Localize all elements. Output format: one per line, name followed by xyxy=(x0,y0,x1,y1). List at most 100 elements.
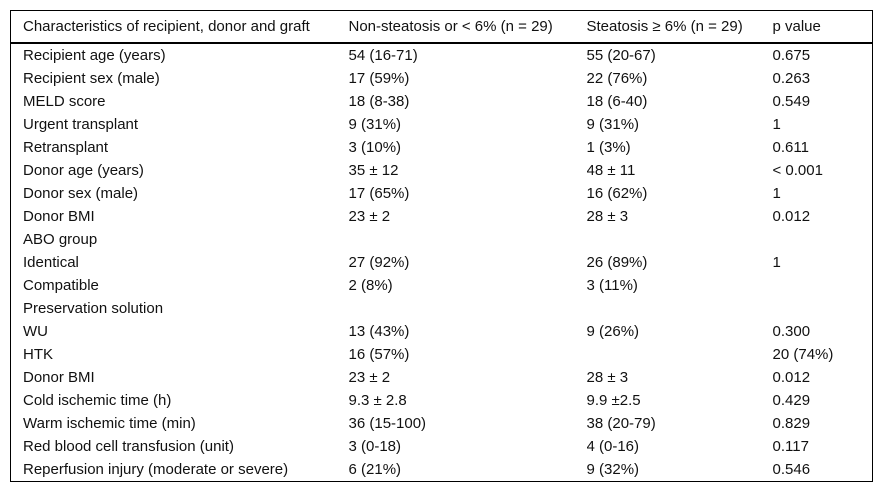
table-body: Recipient age (years) 54 (16-71) 55 (20-67… xyxy=(11,43,873,482)
cell-p-value: 0.829 xyxy=(772,415,811,432)
cell-characteristic: Identical xyxy=(23,254,79,271)
cell-steatosis xyxy=(587,297,773,320)
cell-non-steatosis: 6 (21%) xyxy=(348,461,402,478)
cell-non-steatosis: 35 ± 12 xyxy=(348,162,399,179)
cell-p-value: 1 xyxy=(772,185,781,202)
table-row: Donor BMI 23 ± 2 28 ± 3 0.012 xyxy=(11,366,873,389)
cell-p-value: 0.546 xyxy=(772,461,811,478)
cell-non-steatosis: 36 (15-100) xyxy=(348,415,427,432)
cell-steatosis: 9.9 ±2.5 xyxy=(586,392,641,409)
cell-characteristic: Donor sex (male) xyxy=(23,185,139,202)
cell-characteristic: Urgent transplant xyxy=(23,116,139,133)
cell-non-steatosis: 27 (92%) xyxy=(348,254,410,271)
header-non-steatosis-group: Non-steatosis or < 6% (n = 29) xyxy=(348,10,587,44)
study-characteristics-table: Characteristics of recipient, donor and … xyxy=(10,10,873,482)
cell-non-steatosis: 17 (59%) xyxy=(348,70,410,87)
cell-characteristic: Recipient sex (male) xyxy=(23,70,160,87)
cell-steatosis xyxy=(587,228,773,251)
cell-non-steatosis: 17 (65%) xyxy=(348,185,410,202)
table-row: Urgent transplant 9 (31%) 9 (31%) 1 xyxy=(11,113,873,136)
cell-characteristic: MELD score xyxy=(23,93,106,110)
cell-characteristic: Red blood cell transfusion (unit) xyxy=(23,438,234,455)
header-p-value: p value xyxy=(772,10,873,44)
cell-non-steatosis: 9 (31%) xyxy=(348,116,402,133)
cell-steatosis: 38 (20-79) xyxy=(586,415,656,432)
cell-characteristic: Donor age (years) xyxy=(23,162,144,179)
cell-characteristic: HTK xyxy=(23,346,53,363)
cell-non-steatosis: 54 (16-71) xyxy=(348,47,418,64)
cell-characteristic: Warm ischemic time (min) xyxy=(23,415,196,432)
table-row: Preservation solution xyxy=(11,297,873,320)
cell-p-value: 20 (74%) xyxy=(772,346,834,363)
table-row: Donor age (years) 35 ± 12 48 ± 11 < 0.001 xyxy=(11,159,873,182)
table-row: Warm ischemic time (min) 36 (15-100) 38 (2… xyxy=(11,412,873,435)
cell-non-steatosis: 3 (0-18) xyxy=(348,438,402,455)
header-characteristics: Characteristics of recipient, donor and … xyxy=(10,10,349,44)
table-row: Compatible 2 (8%) 3 (11%) xyxy=(11,274,873,297)
cell-non-steatosis: 18 (8-38) xyxy=(348,93,410,110)
cell-steatosis: 18 (6-40) xyxy=(586,93,648,110)
cell-non-steatosis xyxy=(349,297,587,320)
cell-p-value xyxy=(773,228,873,251)
table-row: Reperfusion injury (moderate or severe) 6… xyxy=(11,458,873,482)
table-row: Identical 27 (92%) 26 (89%) 1 xyxy=(11,251,873,274)
cell-p-value: 0.012 xyxy=(772,369,811,386)
cell-characteristic: Recipient age (years) xyxy=(23,47,166,64)
cell-steatosis xyxy=(587,343,773,366)
cell-steatosis: 9 (26%) xyxy=(586,323,640,340)
cell-characteristic: Retransplant xyxy=(23,139,109,156)
cell-steatosis: 55 (20-67) xyxy=(586,47,656,64)
table-row: Recipient sex (male) 17 (59%) 22 (76%) 0.26… xyxy=(11,67,873,90)
cell-steatosis: 3 (11%) xyxy=(586,277,638,294)
table-row: ABO group xyxy=(11,228,873,251)
cell-steatosis: 16 (62%) xyxy=(586,185,648,202)
cell-steatosis: 4 (0-16) xyxy=(586,438,640,455)
cell-non-steatosis: 9.3 ± 2.8 xyxy=(348,392,407,409)
cell-p-value: 0.117 xyxy=(772,438,809,455)
cell-non-steatosis xyxy=(349,228,587,251)
cell-characteristic: Preservation solution xyxy=(23,300,164,317)
table-row: Donor sex (male) 17 (65%) 16 (62%) 1 xyxy=(11,182,873,205)
cell-p-value: 0.549 xyxy=(772,93,811,110)
cell-p-value xyxy=(773,274,873,297)
table-row: Donor BMI 23 ± 2 28 ± 3 0.012 xyxy=(11,205,873,228)
cell-characteristic: Reperfusion injury (moderate or severe) xyxy=(23,461,289,478)
cell-steatosis: 26 (89%) xyxy=(586,254,648,271)
cell-p-value: 0.263 xyxy=(772,70,811,87)
cell-non-steatosis: 13 (43%) xyxy=(348,323,410,340)
cell-steatosis: 9 (32%) xyxy=(586,461,640,478)
cell-p-value: 0.429 xyxy=(772,392,811,409)
cell-p-value: 0.675 xyxy=(772,47,811,64)
cell-non-steatosis: 2 (8%) xyxy=(348,277,393,294)
cell-characteristic: Compatible xyxy=(23,277,99,294)
table-row: Retransplant 3 (10%) 1 (3%) 0.611 xyxy=(11,136,873,159)
cell-non-steatosis: 3 (10%) xyxy=(348,139,402,156)
table-header: Characteristics of recipient, donor and … xyxy=(10,10,873,44)
cell-non-steatosis: 23 ± 2 xyxy=(348,369,391,386)
cell-p-value: 1 xyxy=(772,254,781,271)
table-row: Recipient age (years) 54 (16-71) 55 (20-67… xyxy=(11,43,873,67)
table-row: HTK 16 (57%) 20 (74%) xyxy=(11,343,873,366)
cell-characteristic: ABO group xyxy=(23,231,98,248)
cell-characteristic: Donor BMI xyxy=(23,208,95,225)
cell-characteristic: Donor BMI xyxy=(23,369,95,386)
cell-steatosis: 9 (31%) xyxy=(586,116,640,133)
cell-non-steatosis: 16 (57%) xyxy=(348,346,410,363)
cell-p-value: 1 xyxy=(772,116,781,133)
cell-steatosis: 28 ± 3 xyxy=(586,369,629,386)
cell-p-value: 0.611 xyxy=(772,139,809,156)
table-row: Red blood cell transfusion (unit) 3 (0-18… xyxy=(11,435,873,458)
cell-p-value: 0.300 xyxy=(772,323,811,340)
table-row: WU 13 (43%) 9 (26%) 0.300 xyxy=(11,320,873,343)
cell-p-value: 0.012 xyxy=(772,208,811,225)
cell-steatosis: 48 ± 11 xyxy=(586,162,636,179)
cell-steatosis: 28 ± 3 xyxy=(586,208,629,225)
cell-p-value: < 0.001 xyxy=(772,162,823,179)
table-row: MELD score 18 (8-38) 18 (6-40) 0.549 xyxy=(11,90,873,113)
cell-non-steatosis: 23 ± 2 xyxy=(348,208,391,225)
cell-steatosis: 1 (3%) xyxy=(586,139,631,156)
cell-p-value xyxy=(773,297,873,320)
study-characteristics-table-frame: Characteristics of recipient, donor and … xyxy=(10,10,873,482)
table-row: Cold ischemic time (h) 9.3 ± 2.8 9.9 ±2.5 0… xyxy=(11,389,873,412)
header-steatosis-group: Steatosis ≥ 6% (n = 29) xyxy=(586,10,773,44)
